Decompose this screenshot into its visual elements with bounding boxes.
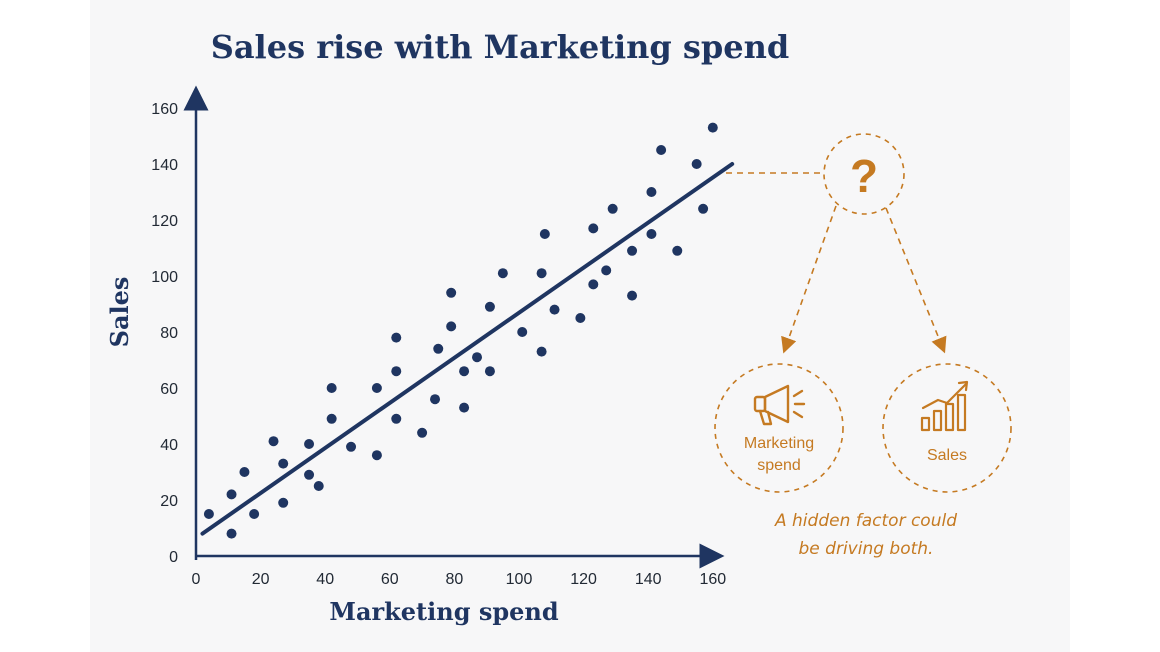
data-point [304,439,315,449]
y-tick-label: 120 [151,213,178,230]
data-point [371,383,382,393]
data-point [346,441,357,452]
data-point [391,332,402,343]
data-point [588,223,599,234]
question-mark: ? [850,150,878,202]
sales-node-label: Sales [927,447,967,464]
x-axis-label: Marketing spend [329,597,558,626]
y-tick-label: 40 [160,437,178,454]
data-point [549,304,560,315]
data-point [707,122,718,133]
background-panel [90,0,1070,652]
y-tick-labels: 0 20 40 60 80 100 120 140 160 [151,101,178,566]
megaphone-icon [753,384,806,426]
y-axis-label: Sales [105,277,134,348]
data-point [304,469,315,480]
hidden-factor-callout: ? Marketing spend [714,133,1012,559]
data-point [472,352,483,363]
x-tick-label: 120 [570,571,597,588]
data-point [539,229,550,239]
x-tick-labels: 0 20 40 60 80 100 120 140 160 [192,571,727,588]
data-point [417,427,428,438]
data-point [698,203,709,214]
data-point [446,287,457,298]
y-tick-label: 140 [151,157,178,174]
data-point [313,481,324,491]
data-point [430,394,441,405]
caption-line2: be driving both. [799,539,934,559]
x-tick-label: 60 [381,571,399,588]
data-point [446,321,457,332]
marketing-node-label-line2: spend [757,457,801,474]
data-point [459,402,470,413]
data-point [646,187,657,197]
y-tick-label: 100 [151,269,178,286]
data-point [391,366,402,377]
data-point [459,366,470,377]
y-tick-label: 20 [160,493,178,510]
data-point [326,383,337,393]
data-point [656,145,667,155]
data-point [268,436,279,447]
y-tick-label: 0 [169,549,178,566]
data-point [588,279,599,290]
x-tick-label: 160 [699,571,726,588]
data-point [672,245,683,256]
chart-axes [183,85,725,569]
data-point [278,458,289,469]
data-point [278,497,289,508]
arrow-to-marketing [781,205,837,354]
data-point [517,327,528,337]
y-tick-label: 60 [160,381,178,398]
data-points [203,122,718,539]
data-point [484,366,495,377]
data-point [326,413,337,424]
question-circle [823,133,905,215]
data-point [433,343,444,354]
x-tick-label: 20 [252,571,270,588]
x-tick-label: 100 [506,571,533,588]
x-tick-label: 80 [446,571,464,588]
data-point [646,229,657,239]
data-point [536,346,547,357]
data-point [575,313,586,323]
x-tick-label: 40 [316,571,334,588]
marketing-node-circle [714,363,844,493]
marketing-node-label-line1: Marketing [744,435,814,452]
arrow-to-sales [885,207,947,354]
data-point [239,467,250,477]
data-point [691,159,702,169]
trend-line [200,162,735,536]
data-point [371,450,382,461]
data-point [203,509,214,519]
data-point [249,509,260,519]
data-point [627,290,638,301]
data-point [226,528,237,539]
data-point [484,301,495,312]
caption-line1: A hidden factor could [774,511,957,531]
y-tick-label: 160 [151,101,178,118]
data-point [226,489,237,500]
sales-node-circle [882,363,1012,493]
data-point [391,413,402,424]
data-point [497,268,508,279]
data-point [627,245,638,256]
x-tick-label: 0 [192,571,201,588]
data-point [536,268,547,279]
growth-chart-icon [920,380,969,432]
x-tick-label: 140 [635,571,662,588]
chart-title: Sales rise with Marketing spend [211,28,790,66]
y-tick-label: 80 [160,325,178,342]
data-point [607,203,618,214]
data-point [601,265,612,276]
